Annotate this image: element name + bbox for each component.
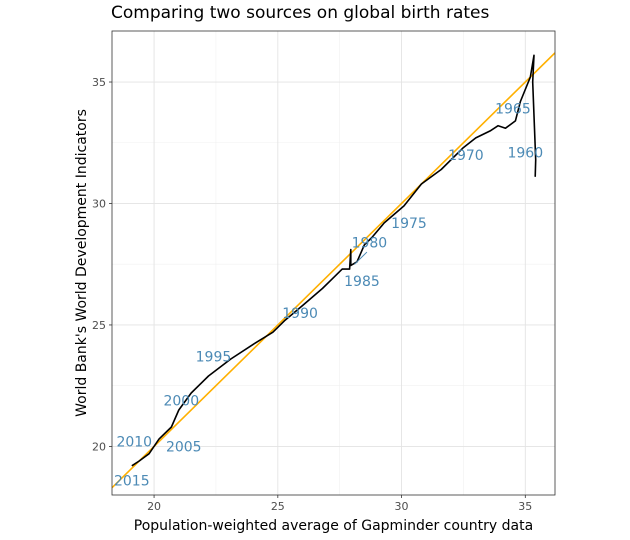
reference-line-group [112, 52, 555, 489]
y-tick-label: 20 [92, 440, 106, 453]
year-label-1975: 1975 [391, 216, 427, 232]
year-label-1990: 1990 [282, 306, 318, 322]
axes: 20 25 30 35 20 25 30 35 [92, 76, 532, 513]
x-tick-label: 25 [271, 500, 285, 513]
x-tick-label: 35 [518, 500, 532, 513]
x-tick-label: 30 [395, 500, 409, 513]
x-tick-label: 20 [147, 500, 161, 513]
panel-border [111, 30, 556, 496]
y-tick-label: 35 [92, 76, 106, 89]
year-label-1985: 1985 [344, 274, 380, 290]
y-axis-title: World Bank's World Development Indicator… [74, 109, 90, 417]
y-tick-label: 30 [92, 197, 106, 210]
grid [112, 31, 555, 495]
year-label-1970: 1970 [448, 148, 484, 164]
series-group [131, 54, 537, 467]
chart-title: Comparing two sources on global birth ra… [111, 3, 490, 23]
y-tick-label: 25 [92, 319, 106, 332]
year-label-1965: 1965 [495, 102, 531, 118]
reference-line [112, 52, 555, 489]
year-label-2005: 2005 [166, 439, 202, 455]
series-line-0 [131, 54, 537, 467]
label-connector-group [354, 251, 368, 265]
year-label-1995: 1995 [196, 350, 232, 366]
label-connector [354, 251, 368, 265]
x-axis-title: Population-weighted average of Gapminder… [134, 518, 533, 534]
year-label-1960: 1960 [507, 145, 543, 161]
year-label-2000: 2000 [163, 393, 199, 409]
year-label-1980: 1980 [352, 235, 388, 251]
year-label-2015: 2015 [114, 473, 150, 489]
year-label-2010: 2010 [116, 435, 152, 451]
